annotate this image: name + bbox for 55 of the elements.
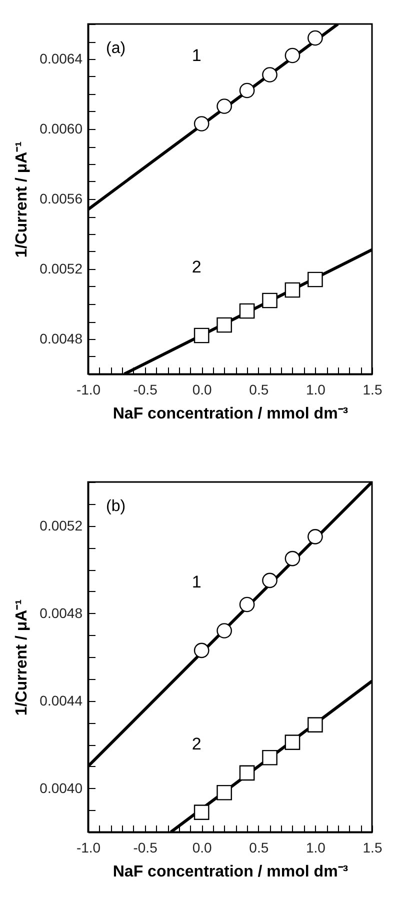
y-tick-label: 0.0052	[40, 517, 83, 534]
x-tick-label: 1.5	[362, 382, 382, 398]
point	[284, 734, 300, 750]
point	[308, 529, 323, 544]
x-tick-label: 0.5	[249, 382, 269, 398]
point	[308, 30, 323, 46]
point	[216, 98, 232, 114]
point	[284, 48, 300, 64]
point	[262, 572, 278, 588]
point	[239, 82, 255, 98]
y-tick-label: 0.0048	[40, 330, 83, 346]
y-tick-label: 0.0040	[40, 780, 83, 796]
annotation: (b)	[106, 498, 126, 515]
point	[239, 596, 255, 612]
x-axis-title: NaF concentration / mmol dm⁻³	[112, 864, 348, 880]
x-tick-label: 0.0	[192, 840, 212, 856]
point	[239, 303, 255, 319]
x-tick-label: -0.5	[133, 382, 158, 398]
point	[216, 623, 232, 638]
point	[308, 717, 323, 732]
text: 1	[192, 572, 202, 592]
point	[284, 550, 300, 566]
point	[239, 765, 255, 781]
text: 1	[192, 46, 202, 65]
x-tick-label: -0.5	[133, 840, 158, 856]
point	[216, 317, 232, 333]
point	[308, 272, 323, 288]
y-tick-label: 0.0044	[40, 692, 83, 708]
point	[194, 804, 210, 820]
x-tick-label: 0.5	[249, 840, 269, 856]
point	[262, 67, 278, 82]
y-tick-label: 0.0064	[40, 50, 83, 66]
y-tick-label: 0.0048	[40, 604, 83, 621]
point	[194, 642, 210, 658]
x-tick-label: 1.5	[362, 840, 382, 856]
point	[262, 750, 278, 766]
x-tick-label: -1.0	[76, 382, 101, 398]
text: 2	[192, 258, 202, 276]
x-tick-label: -1.0	[76, 840, 101, 856]
text: 2	[192, 734, 202, 754]
point	[284, 282, 300, 298]
point	[194, 328, 210, 344]
y-tick-label: 0.0056	[40, 190, 83, 206]
y-axis-title: 1/Current / μA⁻¹	[14, 141, 31, 258]
point	[262, 292, 278, 308]
point	[216, 784, 232, 800]
y-tick-label: 0.0052	[40, 260, 83, 276]
y-tick-label: 0.0060	[40, 120, 83, 136]
x-tick-label: 1.0	[306, 382, 326, 398]
x-tick-label: 1.0	[306, 840, 326, 856]
point	[194, 116, 210, 132]
y-axis-title: 1/Current / μA⁻¹	[14, 599, 31, 716]
annotation: (a)	[106, 40, 126, 57]
x-tick-label: 0.0	[192, 382, 212, 398]
x-axis-title: NaF concentration / mmol dm⁻³	[112, 406, 348, 422]
